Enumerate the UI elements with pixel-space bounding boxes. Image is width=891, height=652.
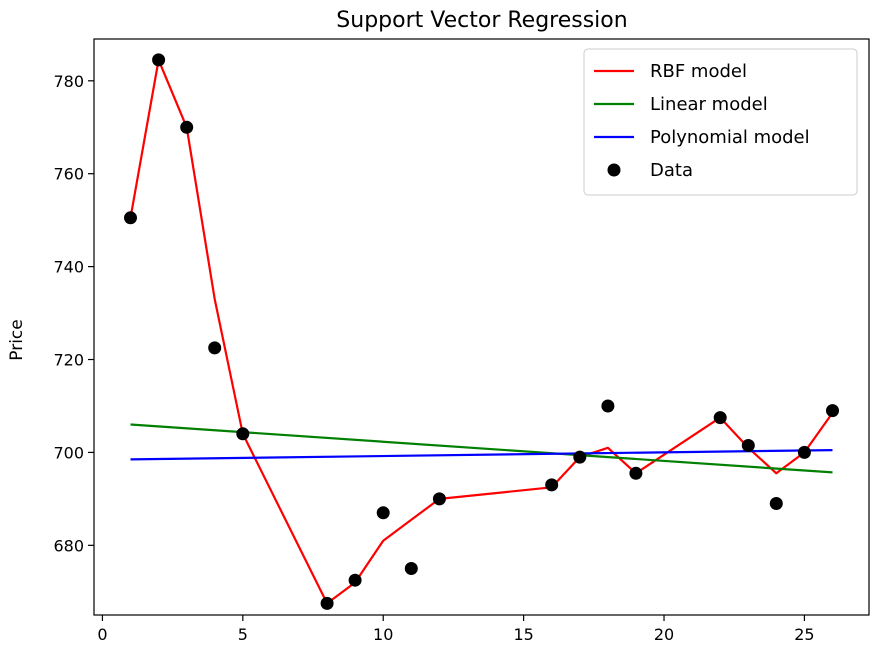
data-point [713,411,727,425]
series-line-linear-model [130,423,833,474]
data-point [601,399,615,413]
x-tick-label: 25 [794,625,814,644]
legend-label: Data [650,160,693,181]
data-point [180,120,194,134]
x-tick-label: 20 [654,625,674,644]
y-tick-label: 700 [53,443,84,462]
x-tick-label: 10 [373,625,393,644]
data-point [404,562,418,575]
axes-frame [93,38,870,616]
x-tick-label: 5 [238,625,248,644]
y-tick-label: 760 [53,165,84,184]
data-point [769,497,783,510]
y-tick-label: 720 [53,351,84,370]
chart-title: Support Vector Regression [336,8,627,33]
legend-label: Polynomial model [650,127,810,148]
data-point [629,466,643,480]
data-point [236,427,250,441]
data-point [152,53,166,67]
y-tick-label: 780 [53,72,84,91]
legend-box [583,48,858,196]
legend-label: RBF model [650,61,747,82]
data-point [545,478,559,492]
data-point [348,573,362,587]
x-tick-label: 0 [97,625,107,644]
axes: 0 5 10 15 20 25 680 700 720 740 760 780 [53,38,870,644]
legend-label: Linear model [650,94,768,115]
y-axis-label: Price [7,319,27,360]
data-point [797,445,811,459]
data-point [432,492,446,506]
data-point [573,450,587,464]
data-point [320,596,334,610]
data-point [124,211,137,225]
x-tick-label: 15 [513,625,533,644]
data-point [376,506,390,520]
data-point [208,341,222,355]
legend: RBF model Linear model Polynomial model Dat… [583,48,858,196]
plot-area [124,53,839,610]
series-line-polynomial-model [130,449,833,461]
data-point [741,439,755,452]
y-tick-label: 680 [53,536,84,555]
data-point [826,404,839,418]
y-tick-label: 740 [53,258,84,277]
legend-swatch [607,163,621,177]
